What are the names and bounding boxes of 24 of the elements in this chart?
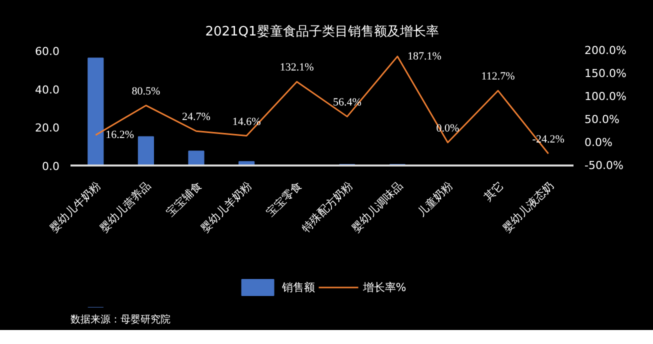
chart-title: 2021Q1婴童食品子类目销售额及增长率 <box>205 24 439 40</box>
x-tick-label: 儿童奶粉 <box>415 179 456 220</box>
y-tick-label: 20.0 <box>35 122 60 135</box>
y2-tick-label: 200.0% <box>584 44 626 57</box>
y-tick-label: 40.0 <box>35 83 60 96</box>
data-label: 112.7% <box>481 70 515 83</box>
y2-tick-label: -50.0% <box>584 159 624 172</box>
x-tick-label: 其它 <box>481 179 507 205</box>
legend-label: 销售额 <box>282 280 315 294</box>
y-tick-label: 60.0 <box>35 45 60 58</box>
y2-tick-label: 50.0% <box>584 113 620 126</box>
legend-label: 增长率% <box>362 280 406 294</box>
y2-tick-label: 100.0% <box>584 90 626 103</box>
y-tick-label: 0.0 <box>42 160 60 173</box>
source-note: 数据来源：母婴研究院 <box>70 314 170 326</box>
data-label: 132.1% <box>280 62 314 74</box>
data-label: 187.1% <box>407 50 442 62</box>
y2-tick-label: 150.0% <box>584 67 626 80</box>
x-tick-label: 宝宝辅食 <box>164 179 205 220</box>
y2-tick-label: 0.0% <box>584 136 612 149</box>
x-tick-label: 宝宝零食 <box>264 179 306 220</box>
data-label: 80.5% <box>132 85 160 98</box>
data-label: 24.7% <box>182 111 210 124</box>
data-label: 16.2% <box>106 129 134 142</box>
